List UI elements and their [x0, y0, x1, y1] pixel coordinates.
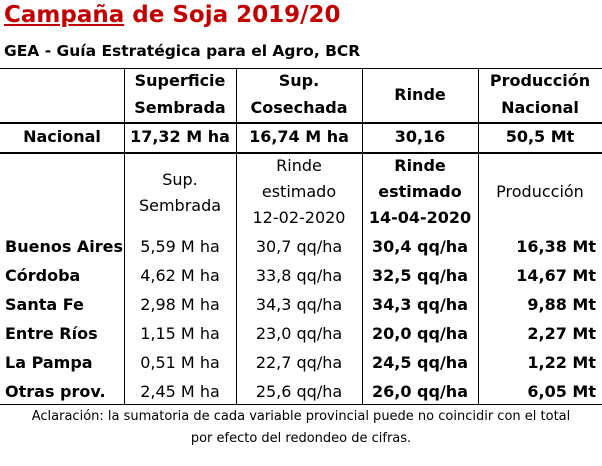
province-yield-feb: 30,7 qq/ha	[255, 237, 343, 256]
province-yield-feb: 34,3 qq/ha	[255, 295, 343, 314]
header2-surface-line1: Sup.	[162, 170, 198, 189]
page-title: Campaña de Soja 2019/20	[4, 2, 341, 28]
header2-yield-apr-line3: 14-04-2020	[368, 208, 472, 227]
header2-production: Producción	[496, 182, 584, 201]
header-surface-line2: Sembrada	[134, 98, 226, 117]
province-yield-apr: 32,5 qq/ha	[372, 266, 468, 285]
province-yield-apr: 34,3 qq/ha	[372, 295, 468, 314]
province-production: 16,38 Mt	[516, 237, 596, 256]
province-yield-feb: 23,0 qq/ha	[255, 324, 343, 343]
national-surface: 17,32 M ha	[130, 127, 230, 146]
rule-national-bottom	[0, 152, 602, 154]
column-divider-2	[236, 68, 237, 404]
province-production: 1,22 Mt	[527, 353, 596, 372]
province-surface: 1,15 M ha	[140, 324, 220, 343]
header-harvested-line2: Cosechada	[250, 98, 348, 117]
province-yield-feb: 22,7 qq/ha	[255, 353, 343, 372]
rule-top	[0, 68, 602, 69]
province-surface: 2,45 M ha	[140, 382, 220, 401]
province-yield-feb: 33,8 qq/ha	[255, 266, 343, 285]
header-harvested-line1: Sup.	[278, 71, 320, 90]
header2-yield-feb-line2: estimado	[261, 182, 337, 201]
province-surface: 4,62 M ha	[140, 266, 220, 285]
province-yield-apr: 24,5 qq/ha	[372, 353, 468, 372]
national-yield: 30,16	[394, 127, 446, 146]
national-label: Nacional	[23, 127, 101, 146]
column-divider-1	[124, 68, 125, 404]
header2-yield-apr-line1: Rinde	[394, 156, 446, 175]
column-divider-4	[478, 68, 479, 404]
province-name: Otras prov.	[5, 382, 106, 401]
header-yield: Rinde	[394, 85, 446, 104]
province-name: La Pampa	[5, 353, 93, 372]
province-yield-apr: 20,0 qq/ha	[372, 324, 468, 343]
footnote-line1: Aclaración: la sumatoria de cada variabl…	[31, 409, 571, 424]
header2-yield-apr-line2: estimado	[378, 182, 462, 201]
subtitle: GEA - Guía Estratégica para el Agro, BCR	[4, 42, 361, 60]
province-yield-apr: 26,0 qq/ha	[372, 382, 468, 401]
header2-yield-feb-line1: Rinde	[276, 156, 322, 175]
header2-yield-feb-line3: 12-02-2020	[252, 208, 346, 227]
column-divider-3	[362, 68, 363, 404]
rule-national-top	[0, 122, 602, 124]
province-name: Córdoba	[5, 266, 81, 285]
header2-surface-line2: Sembrada	[138, 196, 222, 215]
header-production-line1: Producción	[489, 71, 591, 90]
province-name: Santa Fe	[5, 295, 84, 314]
province-name: Buenos Aires	[5, 237, 124, 256]
title-rest: de Soja 2019/20	[124, 2, 341, 28]
province-surface: 0,51 M ha	[140, 353, 220, 372]
header-surface-line1: Superficie	[134, 71, 226, 90]
header-production-line2: Nacional	[501, 98, 579, 117]
footnote-line2: por efecto del redondeo de cifras.	[190, 431, 412, 446]
rule-bottom	[0, 404, 602, 405]
national-harvested: 16,74 M ha	[249, 127, 349, 146]
province-production: 14,67 Mt	[516, 266, 596, 285]
province-surface: 5,59 M ha	[140, 237, 220, 256]
province-production: 9,88 Mt	[527, 295, 596, 314]
province-production: 2,27 Mt	[527, 324, 596, 343]
province-production: 6,05 Mt	[527, 382, 596, 401]
province-surface: 2,98 M ha	[140, 295, 220, 314]
title-prefix: Campaña	[4, 2, 125, 28]
province-yield-feb: 25,6 qq/ha	[255, 382, 343, 401]
national-production: 50,5 Mt	[505, 127, 575, 146]
province-yield-apr: 30,4 qq/ha	[372, 237, 468, 256]
province-name: Entre Ríos	[5, 324, 98, 343]
